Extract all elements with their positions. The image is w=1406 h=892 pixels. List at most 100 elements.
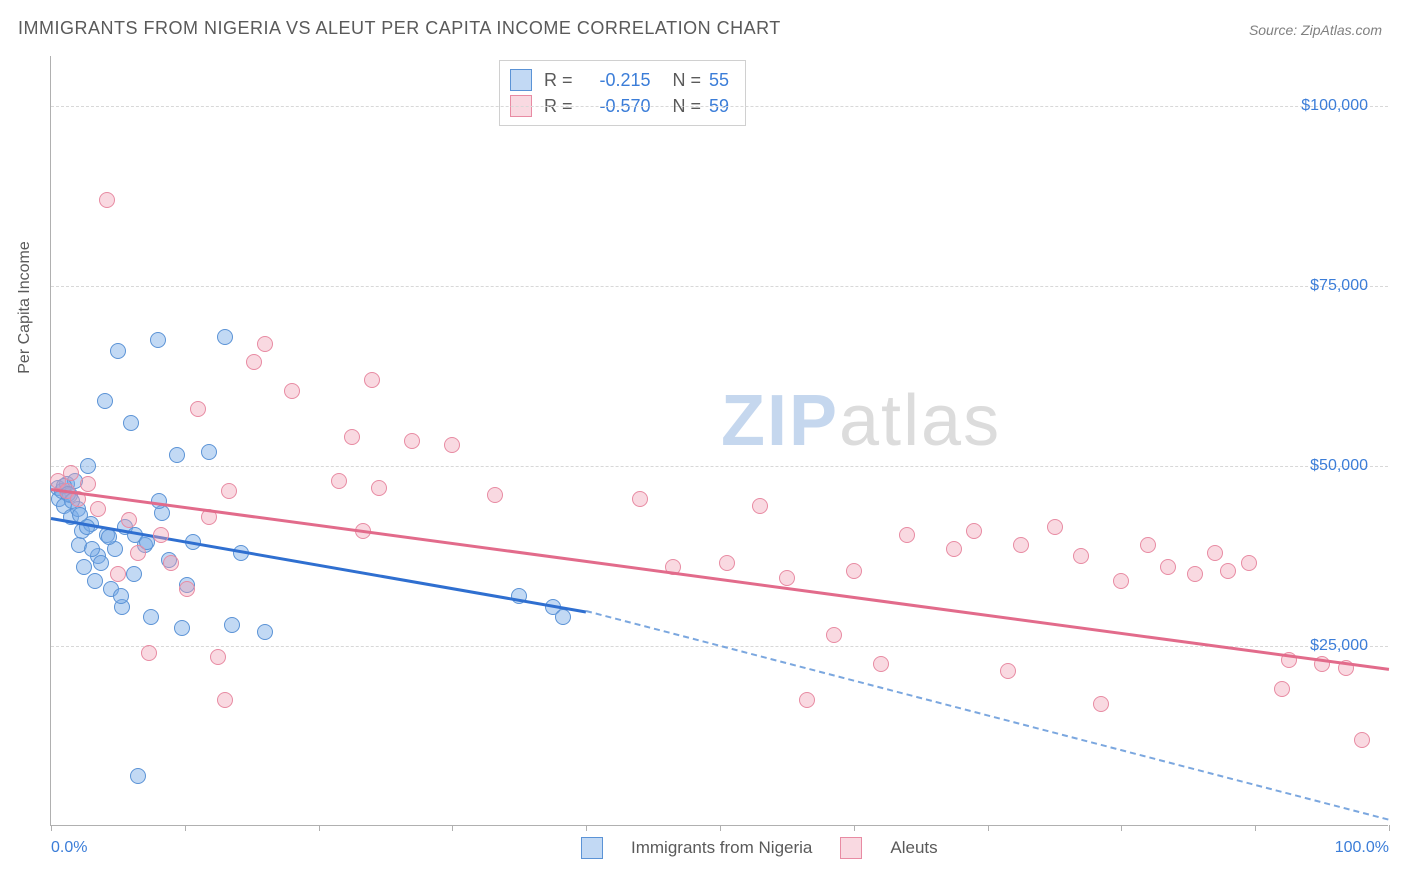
data-point-aleuts	[121, 512, 137, 528]
n-label: N =	[673, 67, 702, 93]
data-point-aleuts	[99, 192, 115, 208]
data-point-aleuts	[946, 541, 962, 557]
x-tick	[51, 825, 52, 831]
data-point-aleuts	[371, 480, 387, 496]
trend-line	[586, 610, 1389, 821]
data-point-nigeria	[224, 617, 240, 633]
x-tick	[988, 825, 989, 831]
data-point-aleuts	[190, 401, 206, 417]
watermark-zip: ZIP	[721, 381, 839, 461]
data-point-aleuts	[752, 498, 768, 514]
data-point-aleuts	[899, 527, 915, 543]
legend-swatch-aleuts	[840, 837, 862, 859]
data-point-nigeria	[113, 588, 129, 604]
swatch-nigeria	[510, 69, 532, 91]
data-point-nigeria	[123, 415, 139, 431]
data-point-nigeria	[97, 393, 113, 409]
stats-box: R =-0.215N =55R =-0.570N =59	[499, 60, 746, 126]
x-tick	[720, 825, 721, 831]
watermark-atlas: atlas	[839, 381, 1001, 461]
data-point-aleuts	[210, 649, 226, 665]
gridline	[51, 286, 1388, 287]
watermark: ZIPatlas	[721, 380, 1001, 462]
data-point-aleuts	[846, 563, 862, 579]
y-tick-label: $100,000	[1301, 97, 1368, 115]
r-value: -0.215	[581, 67, 651, 93]
data-point-nigeria	[201, 444, 217, 460]
x-tick	[1389, 825, 1390, 831]
legend-label-aleuts: Aleuts	[890, 838, 937, 858]
data-point-nigeria	[93, 555, 109, 571]
data-point-nigeria	[150, 332, 166, 348]
data-point-aleuts	[110, 566, 126, 582]
data-point-nigeria	[87, 573, 103, 589]
data-point-aleuts	[153, 527, 169, 543]
data-point-nigeria	[257, 624, 273, 640]
data-point-aleuts	[1220, 563, 1236, 579]
x-tick	[185, 825, 186, 831]
source-attribution: Source: ZipAtlas.com	[1249, 22, 1382, 38]
x-tick-label: 100.0%	[1335, 839, 1389, 857]
data-point-aleuts	[826, 627, 842, 643]
x-tick	[452, 825, 453, 831]
data-point-aleuts	[1000, 663, 1016, 679]
data-point-aleuts	[966, 523, 982, 539]
data-point-aleuts	[404, 433, 420, 449]
data-point-aleuts	[217, 692, 233, 708]
data-point-aleuts	[719, 555, 735, 571]
data-point-aleuts	[444, 437, 460, 453]
data-point-aleuts	[1093, 696, 1109, 712]
data-point-aleuts	[80, 476, 96, 492]
data-point-aleuts	[1113, 573, 1129, 589]
y-axis-label: Per Capita Income	[16, 241, 34, 374]
data-point-aleuts	[63, 465, 79, 481]
data-point-nigeria	[110, 343, 126, 359]
x-tick	[1255, 825, 1256, 831]
data-point-aleuts	[331, 473, 347, 489]
legend-bottom: Immigrants from Nigeria Aleuts	[581, 837, 938, 859]
data-point-nigeria	[126, 566, 142, 582]
data-point-aleuts	[487, 487, 503, 503]
data-point-aleuts	[179, 581, 195, 597]
y-tick-label: $75,000	[1310, 277, 1368, 295]
gridline	[51, 106, 1388, 107]
data-point-aleuts	[1274, 681, 1290, 697]
data-point-aleuts	[284, 383, 300, 399]
data-point-aleuts	[90, 501, 106, 517]
x-tick-label: 0.0%	[51, 839, 87, 857]
data-point-aleuts	[1140, 537, 1156, 553]
data-point-aleuts	[799, 692, 815, 708]
data-point-nigeria	[555, 609, 571, 625]
data-point-aleuts	[1160, 559, 1176, 575]
data-point-aleuts	[257, 336, 273, 352]
data-point-aleuts	[1354, 732, 1370, 748]
legend-label-nigeria: Immigrants from Nigeria	[631, 838, 812, 858]
data-point-aleuts	[1073, 548, 1089, 564]
data-point-aleuts	[873, 656, 889, 672]
y-tick-label: $25,000	[1310, 637, 1368, 655]
data-point-aleuts	[141, 645, 157, 661]
data-point-aleuts	[364, 372, 380, 388]
y-tick-label: $50,000	[1310, 457, 1368, 475]
data-point-aleuts	[130, 545, 146, 561]
data-point-nigeria	[143, 609, 159, 625]
x-tick	[1121, 825, 1122, 831]
data-point-aleuts	[1047, 519, 1063, 535]
data-point-nigeria	[169, 447, 185, 463]
stat-row-nigeria: R = -0.215 N = 55	[510, 67, 729, 93]
data-point-nigeria	[76, 559, 92, 575]
data-point-nigeria	[80, 458, 96, 474]
data-point-aleuts	[163, 555, 179, 571]
trend-line	[51, 517, 587, 614]
legend-swatch-nigeria	[581, 837, 603, 859]
x-tick	[854, 825, 855, 831]
n-value: 55	[709, 67, 729, 93]
data-point-aleuts	[344, 429, 360, 445]
x-tick	[319, 825, 320, 831]
data-point-aleuts	[246, 354, 262, 370]
r-label: R =	[544, 67, 573, 93]
data-point-aleuts	[779, 570, 795, 586]
data-point-nigeria	[217, 329, 233, 345]
x-tick	[586, 825, 587, 831]
gridline	[51, 466, 1388, 467]
